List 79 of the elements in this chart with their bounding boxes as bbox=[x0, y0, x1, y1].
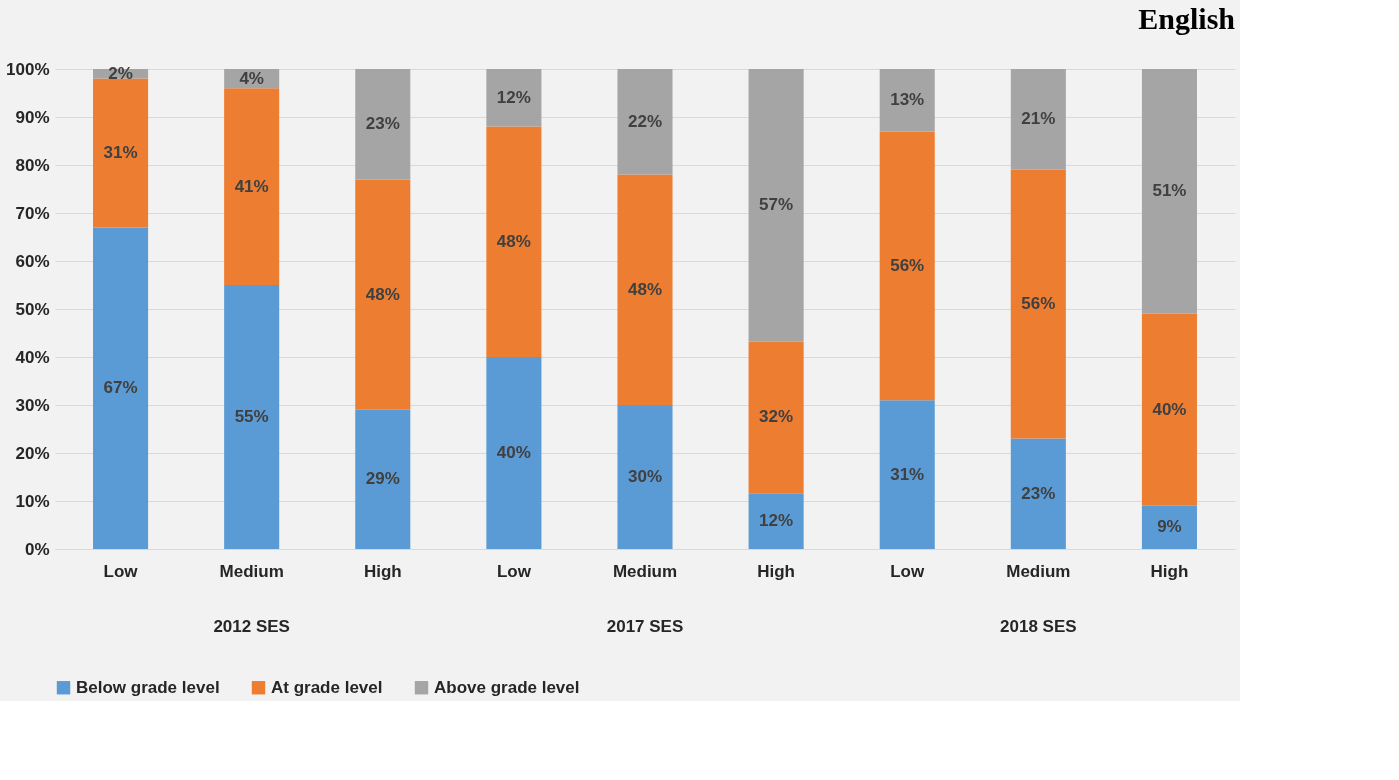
chart-title: English bbox=[1138, 2, 1236, 35]
bar bbox=[355, 179, 411, 410]
x-tick-label: Low bbox=[496, 561, 532, 581]
text: 2012 SES bbox=[213, 617, 290, 636]
bar bbox=[879, 400, 935, 549]
bar bbox=[355, 409, 411, 549]
bar bbox=[1010, 69, 1066, 170]
x-tick-label: Low bbox=[103, 561, 139, 581]
y-tick-label: 10% bbox=[15, 491, 50, 511]
data-label: 13% bbox=[890, 90, 925, 110]
bar bbox=[355, 69, 411, 180]
data-label: 32% bbox=[759, 407, 794, 427]
data-label: 29% bbox=[365, 469, 400, 489]
bar bbox=[748, 341, 804, 494]
data-label: 57% bbox=[759, 195, 794, 215]
text: 2018 SES bbox=[1000, 617, 1077, 636]
y-tick-label: 50% bbox=[15, 299, 50, 319]
data-label: 40% bbox=[496, 443, 531, 462]
data-label: 4% bbox=[239, 68, 264, 88]
bar bbox=[93, 227, 149, 549]
data-label: 48% bbox=[496, 231, 531, 251]
y-tick-label: 40% bbox=[15, 347, 50, 367]
bar bbox=[1141, 505, 1197, 549]
data-label: 2% bbox=[108, 63, 133, 83]
bar bbox=[93, 78, 149, 228]
y-tick-label: 80% bbox=[15, 155, 50, 175]
data-label: 22% bbox=[627, 111, 663, 131]
bar bbox=[748, 69, 804, 342]
y-tick-label: 100% bbox=[6, 59, 50, 79]
data-label: 31% bbox=[103, 143, 138, 162]
bar bbox=[617, 174, 673, 405]
bar bbox=[879, 69, 935, 132]
y-tick-label: 90% bbox=[15, 107, 50, 127]
y-tick-label: 70% bbox=[15, 203, 50, 223]
data-label: 31% bbox=[890, 464, 925, 484]
bar bbox=[1010, 438, 1066, 549]
x-tick-label: Medium bbox=[1006, 561, 1071, 581]
data-label: 48% bbox=[627, 279, 663, 299]
data-label: 12% bbox=[496, 87, 531, 107]
bar bbox=[879, 131, 935, 401]
data-label: 48% bbox=[365, 284, 400, 304]
legend-label: Below grade level bbox=[76, 677, 220, 697]
bar bbox=[486, 126, 542, 357]
bar bbox=[1141, 313, 1197, 506]
y-tick-label: 0% bbox=[24, 539, 50, 559]
legend-label: Above grade level bbox=[434, 677, 580, 697]
data-label: 21% bbox=[1021, 109, 1056, 129]
data-label: 12% bbox=[759, 511, 794, 531]
data-label: 67% bbox=[103, 378, 138, 398]
data-label: 23% bbox=[365, 114, 400, 134]
y-tick-label: 30% bbox=[15, 395, 50, 415]
data-label: 56% bbox=[890, 255, 925, 275]
text: 2017 SES bbox=[606, 617, 684, 636]
bar bbox=[486, 357, 542, 549]
legend-label: At grade level bbox=[271, 677, 383, 697]
y-tick-label: 60% bbox=[15, 251, 50, 271]
bar bbox=[1141, 69, 1197, 314]
x-tick-label: High bbox=[363, 561, 402, 581]
data-label: 51% bbox=[1152, 181, 1187, 201]
bar bbox=[486, 69, 542, 127]
x-tick-label: Medium bbox=[612, 561, 678, 581]
data-label: 30% bbox=[627, 467, 663, 486]
bar bbox=[617, 405, 673, 549]
x-tick-label: Low bbox=[890, 561, 925, 581]
bar bbox=[748, 493, 804, 549]
data-label: 40% bbox=[1152, 399, 1187, 419]
bar bbox=[224, 88, 280, 285]
data-label: 41% bbox=[234, 176, 269, 196]
bar bbox=[1010, 169, 1066, 439]
data-label: 56% bbox=[1021, 294, 1056, 314]
y-tick-label: 20% bbox=[15, 443, 50, 463]
x-tick-label: High bbox=[757, 561, 795, 581]
x-tick-label: Medium bbox=[219, 561, 284, 581]
data-label: 9% bbox=[1157, 517, 1182, 537]
bar bbox=[617, 69, 673, 175]
bar bbox=[224, 285, 280, 549]
x-tick-label: High bbox=[1150, 561, 1189, 581]
data-label: 55% bbox=[234, 407, 269, 426]
data-label: 23% bbox=[1021, 483, 1056, 503]
